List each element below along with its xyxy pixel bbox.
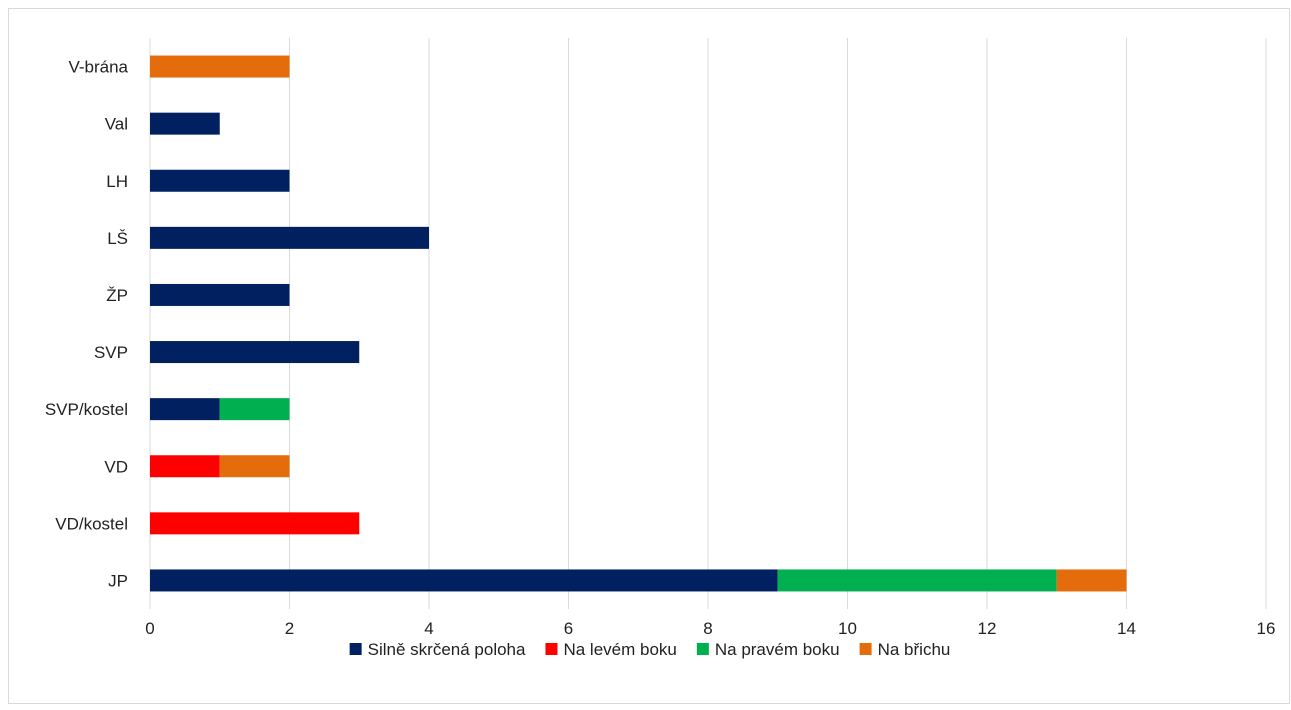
x-tick-label-0: 0	[145, 619, 154, 638]
legend-swatch	[545, 643, 558, 655]
stacked-bar-chart: V-brána Val LH LŠ ŽP SVP SVP/kostel VD VD/kostel…	[45, 38, 1275, 659]
bar-segment	[150, 283, 290, 306]
bar-segment	[219, 398, 290, 421]
category-label: LH	[106, 172, 128, 191]
gridlines	[149, 38, 1267, 609]
bar-segment	[150, 226, 429, 249]
legend: Silně skrčená poloha Na levém boku Na prav…	[349, 640, 951, 659]
x-tick-label-2: 2	[285, 619, 294, 638]
legend-swatch	[349, 643, 362, 655]
legend-label: Na břichu	[878, 640, 951, 659]
x-tick-label-14: 14	[1117, 619, 1136, 638]
x-tick-label-8: 8	[703, 619, 712, 638]
legend-swatch	[859, 643, 872, 655]
category-label: VD	[104, 457, 128, 476]
category-label: Val	[105, 115, 128, 134]
bar-segment	[150, 455, 220, 478]
legend-swatch	[696, 643, 709, 655]
legend-label: Silně skrčená poloha	[368, 640, 526, 659]
category-label: SVP	[94, 343, 128, 362]
x-tick-label-12: 12	[978, 619, 997, 638]
bar-segment	[150, 398, 220, 421]
bar-segment	[150, 512, 360, 535]
bar-segment	[219, 455, 290, 478]
bar-segment	[150, 112, 220, 135]
x-tick-label-16: 16	[1257, 619, 1276, 638]
category-label: ŽP	[106, 286, 128, 305]
bar-segment	[150, 569, 778, 592]
bar-segment	[1056, 569, 1127, 592]
category-label: LŠ	[107, 229, 128, 248]
category-labels: V-brána Val LH LŠ ŽP SVP SVP/kostel VD VD/kostel…	[45, 58, 129, 591]
bar-segment	[150, 169, 290, 192]
legend-label: Na pravém boku	[715, 640, 840, 659]
category-label: V-brána	[68, 58, 128, 77]
bar-segment	[150, 341, 360, 364]
bars	[150, 55, 1127, 592]
chart-frame: V-brána Val LH LŠ ŽP SVP SVP/kostel VD VD/kostel…	[8, 8, 1290, 704]
x-tick-label-10: 10	[838, 619, 857, 638]
x-tick-label-4: 4	[424, 619, 433, 638]
bar-segment	[777, 569, 1057, 592]
bar-segment	[150, 55, 290, 78]
x-tick-labels: 0 2 4 6 8 10 12 14 16	[145, 619, 1275, 638]
category-label: VD/kostel	[55, 514, 128, 533]
x-tick-label-6: 6	[564, 619, 573, 638]
legend-label: Na levém boku	[563, 640, 676, 659]
category-label: JP	[108, 571, 128, 590]
category-label: SVP/kostel	[45, 400, 128, 419]
